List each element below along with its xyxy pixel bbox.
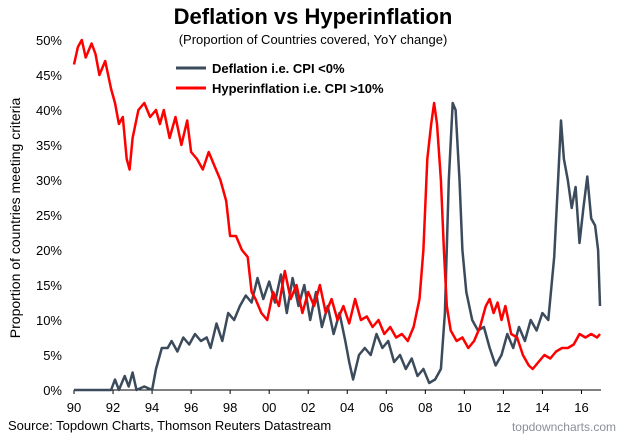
x-tick-label: 06: [379, 400, 393, 415]
x-tick-label: 08: [418, 400, 432, 415]
x-axis-ticks: 90 92 94 96 98 00 02 04 06 08 10 12 14 16: [67, 390, 589, 415]
y-tick-label: 35%: [36, 138, 62, 153]
chart-subtitle: (Proportion of Countries covered, YoY ch…: [178, 32, 448, 47]
y-tick-label: 15%: [36, 278, 62, 293]
y-tick-label: 10%: [36, 313, 62, 328]
x-tick-label: 02: [301, 400, 315, 415]
x-tick-label: 10: [457, 400, 471, 415]
legend-label: Deflation i.e. CPI <0%: [212, 61, 345, 76]
x-tick-label: 90: [67, 400, 81, 415]
brand-watermark: topdowncharts.com: [511, 420, 616, 434]
y-tick-label: 5%: [43, 348, 62, 363]
series-lines: [72, 38, 602, 392]
y-axis-label: Proportion of countries meeting criteria: [7, 98, 23, 339]
y-tick-label: 0%: [43, 383, 62, 398]
x-tick-label: 04: [340, 400, 354, 415]
x-tick-label: 14: [535, 400, 549, 415]
x-tick-label: 96: [184, 400, 198, 415]
y-tick-label: 30%: [36, 173, 62, 188]
source-note: Source: Topdown Charts, Thomson Reuters …: [8, 418, 332, 433]
y-tick-label: 40%: [36, 103, 62, 118]
chart-title: Deflation vs Hyperinflation: [173, 4, 453, 29]
y-tick-label: 50%: [36, 33, 62, 48]
x-tick-label: 94: [145, 400, 159, 415]
y-tick-label: 20%: [36, 243, 62, 258]
x-tick-label: 92: [106, 400, 120, 415]
y-tick-label: 25%: [36, 208, 62, 223]
x-tick-label: 00: [262, 400, 276, 415]
legend: Deflation i.e. CPI <0% Hyperinflation i.e…: [176, 61, 384, 96]
y-axis-ticks: 0% 5% 10% 15% 20% 25% 30% 35% 40% 45% 50%: [36, 33, 62, 398]
x-tick-label: 98: [223, 400, 237, 415]
x-tick-label: 12: [496, 400, 510, 415]
x-tick-label: 16: [574, 400, 588, 415]
series-line-hyperinflation: [72, 38, 601, 371]
y-tick-label: 45%: [36, 68, 62, 83]
series-line-deflation: [74, 101, 602, 392]
legend-label: Hyperinflation i.e. CPI >10%: [212, 81, 384, 96]
